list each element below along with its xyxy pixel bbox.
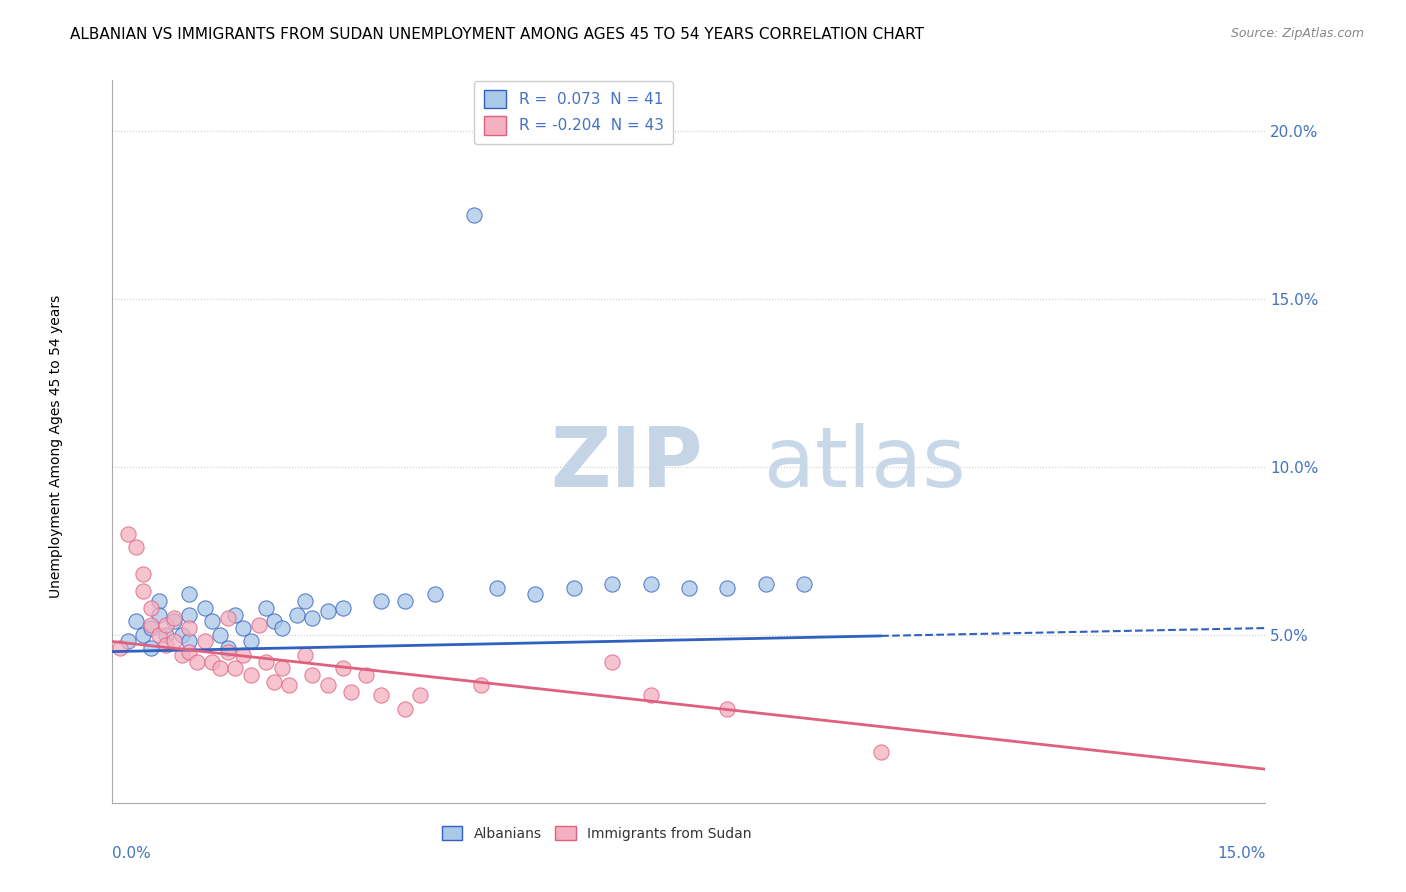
Point bbox=[247, 617, 270, 632]
Point bbox=[163, 611, 186, 625]
Text: Source: ZipAtlas.com: Source: ZipAtlas.com bbox=[1230, 27, 1364, 40]
Point bbox=[232, 621, 254, 635]
Point bbox=[524, 587, 547, 601]
Text: atlas: atlas bbox=[763, 423, 966, 504]
Point bbox=[394, 594, 416, 608]
Point bbox=[217, 611, 239, 625]
Point bbox=[139, 617, 162, 632]
Point bbox=[179, 587, 201, 601]
Point bbox=[163, 634, 186, 648]
Point bbox=[201, 655, 224, 669]
Point bbox=[485, 581, 508, 595]
Point bbox=[132, 628, 155, 642]
Point bbox=[409, 688, 432, 702]
Point bbox=[117, 527, 139, 541]
Point bbox=[339, 685, 361, 699]
Point bbox=[463, 208, 485, 222]
Point bbox=[600, 655, 623, 669]
Point bbox=[301, 611, 323, 625]
Point bbox=[148, 607, 170, 622]
Point bbox=[132, 584, 155, 599]
Point bbox=[370, 594, 392, 608]
Point bbox=[294, 594, 316, 608]
Point bbox=[332, 600, 354, 615]
Text: ZIP: ZIP bbox=[551, 423, 703, 504]
Point bbox=[301, 668, 323, 682]
Point bbox=[148, 594, 170, 608]
Point bbox=[394, 702, 416, 716]
Point bbox=[186, 655, 208, 669]
Point bbox=[678, 581, 700, 595]
Point bbox=[139, 641, 162, 656]
Point bbox=[209, 628, 232, 642]
Point bbox=[600, 577, 623, 591]
Point bbox=[285, 607, 308, 622]
Point bbox=[139, 600, 162, 615]
Point bbox=[316, 678, 339, 692]
Point bbox=[170, 628, 193, 642]
Point bbox=[179, 621, 201, 635]
Point bbox=[270, 661, 292, 675]
Point bbox=[224, 607, 246, 622]
Text: 0.0%: 0.0% bbox=[112, 847, 152, 862]
Point bbox=[217, 641, 239, 656]
Point bbox=[316, 604, 339, 618]
Point bbox=[793, 577, 815, 591]
Point bbox=[263, 674, 285, 689]
Point bbox=[332, 661, 354, 675]
Point bbox=[155, 617, 177, 632]
Point bbox=[209, 661, 232, 675]
Point bbox=[562, 581, 585, 595]
Point bbox=[163, 615, 186, 629]
Point bbox=[179, 644, 201, 658]
Point bbox=[194, 600, 217, 615]
Point bbox=[148, 628, 170, 642]
Point bbox=[755, 577, 778, 591]
Point bbox=[108, 641, 131, 656]
Legend: Albanians, Immigrants from Sudan: Albanians, Immigrants from Sudan bbox=[436, 821, 758, 847]
Point bbox=[370, 688, 392, 702]
Point bbox=[254, 655, 277, 669]
Point bbox=[716, 702, 738, 716]
Point bbox=[270, 621, 292, 635]
Point bbox=[194, 634, 217, 648]
Point bbox=[294, 648, 316, 662]
Point bbox=[139, 621, 162, 635]
Point bbox=[124, 615, 146, 629]
Point bbox=[155, 638, 177, 652]
Point bbox=[278, 678, 301, 692]
Point bbox=[124, 541, 146, 555]
Point bbox=[263, 615, 285, 629]
Point bbox=[217, 644, 239, 658]
Point bbox=[117, 634, 139, 648]
Point bbox=[425, 587, 447, 601]
Point bbox=[470, 678, 492, 692]
Point bbox=[716, 581, 738, 595]
Point bbox=[640, 688, 662, 702]
Point bbox=[232, 648, 254, 662]
Point bbox=[354, 668, 377, 682]
Point bbox=[640, 577, 662, 591]
Point bbox=[201, 615, 224, 629]
Point bbox=[155, 628, 177, 642]
Point bbox=[870, 745, 893, 759]
Point bbox=[179, 607, 201, 622]
Point bbox=[170, 648, 193, 662]
Text: 15.0%: 15.0% bbox=[1218, 847, 1265, 862]
Text: Unemployment Among Ages 45 to 54 years: Unemployment Among Ages 45 to 54 years bbox=[49, 294, 63, 598]
Text: ALBANIAN VS IMMIGRANTS FROM SUDAN UNEMPLOYMENT AMONG AGES 45 TO 54 YEARS CORRELA: ALBANIAN VS IMMIGRANTS FROM SUDAN UNEMPL… bbox=[70, 27, 924, 42]
Point bbox=[239, 634, 262, 648]
Point bbox=[224, 661, 246, 675]
Point bbox=[132, 567, 155, 582]
Point bbox=[239, 668, 262, 682]
Point bbox=[254, 600, 277, 615]
Point bbox=[179, 634, 201, 648]
